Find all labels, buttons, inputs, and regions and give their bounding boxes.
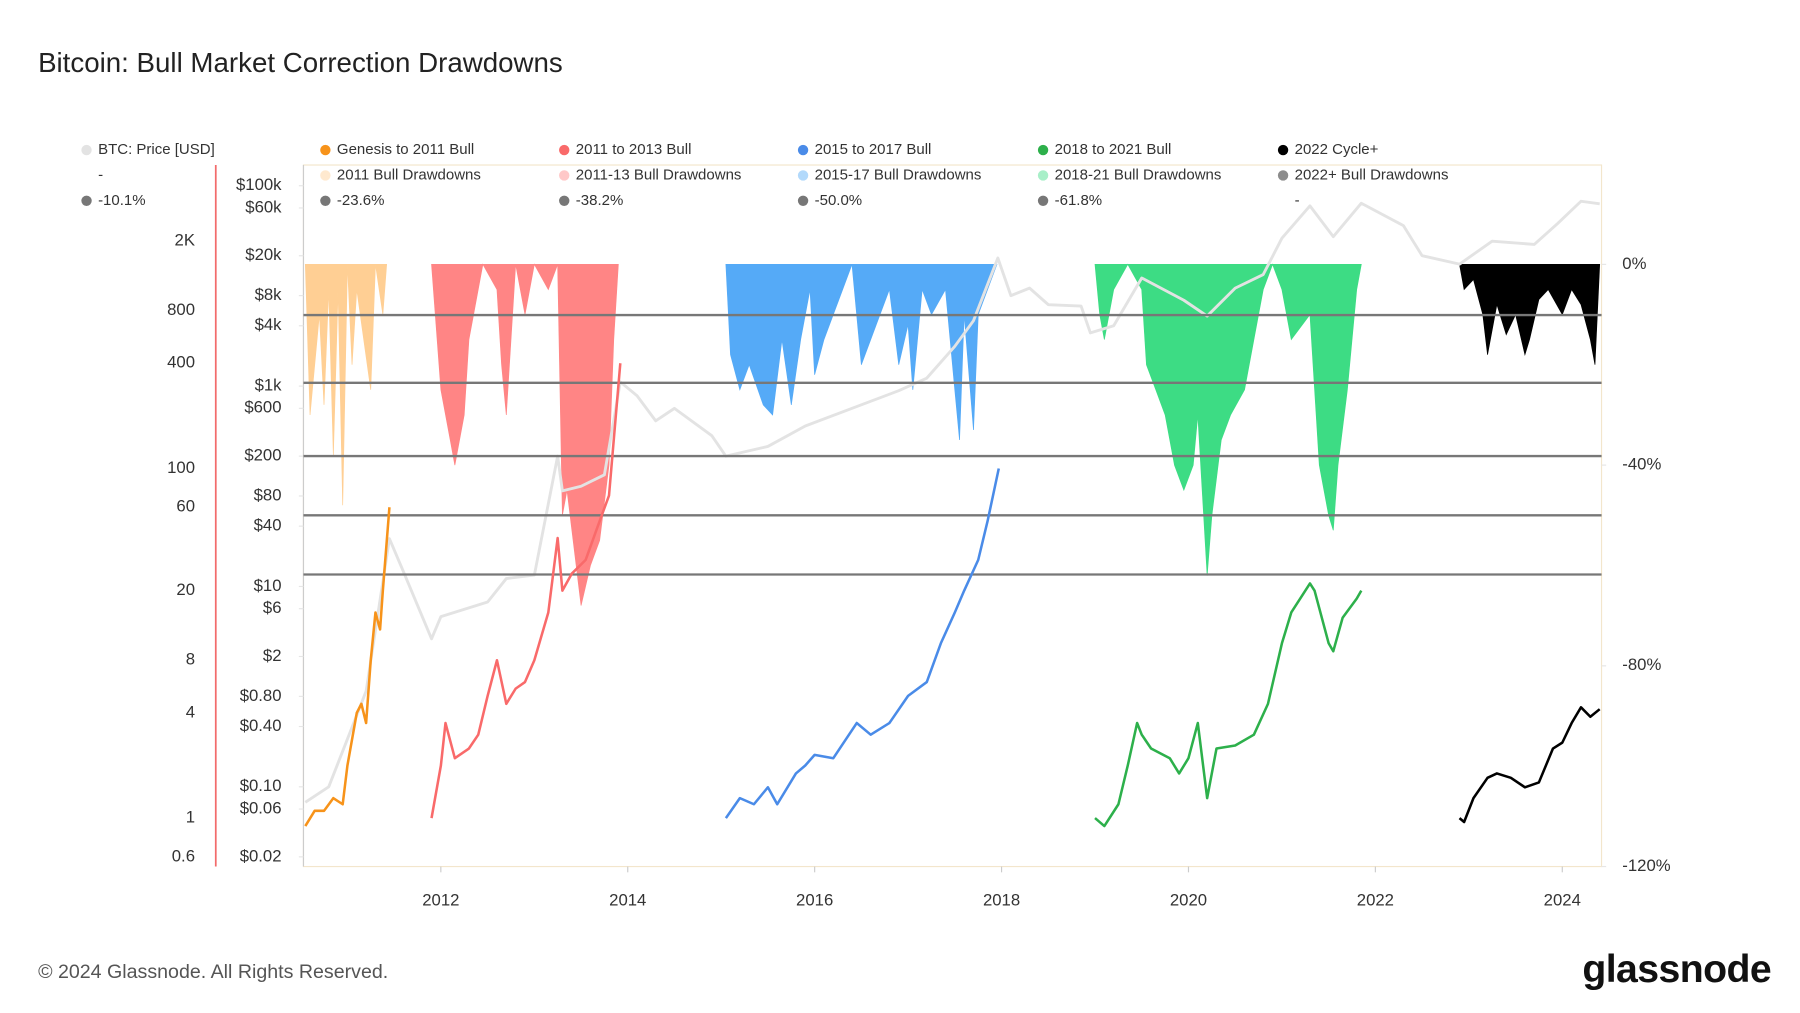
price-line <box>304 199 1600 804</box>
price-tick-label: $2 <box>263 646 282 665</box>
legend-marker <box>1037 195 1049 206</box>
price-tick-label: $4k <box>255 315 283 334</box>
legend-label: - <box>98 166 103 183</box>
legend-marker <box>81 195 92 206</box>
legend-marker <box>1037 170 1049 181</box>
price-tick-label: $8k <box>255 285 283 304</box>
legend-marker <box>1277 170 1289 181</box>
drawdown-tick-label: -40% <box>1622 455 1661 474</box>
price-tick-label: $60k <box>245 197 282 216</box>
x-tick-label: 2022 <box>1357 891 1394 910</box>
drawdown-area <box>725 264 998 441</box>
legend-marker <box>797 195 809 206</box>
legend-label: - <box>1295 192 1300 209</box>
multiplier-tick-label: 20 <box>176 580 195 599</box>
chart-title: Bitcoin: Bull Market Correction Drawdown… <box>38 47 563 78</box>
multiplier-tick-label: 100 <box>167 458 195 477</box>
cycle-line <box>1458 706 1601 824</box>
cycle-line <box>430 363 622 819</box>
price-tick-label: $200 <box>244 446 281 465</box>
price-tick-label: $0.06 <box>240 798 282 817</box>
price-tick-label: $0.10 <box>240 776 282 795</box>
cycle-line <box>304 507 391 827</box>
legend-marker <box>559 195 570 206</box>
multiplier-tick-label: 400 <box>167 353 195 372</box>
legend-marker <box>320 170 331 181</box>
legend-marker <box>1277 144 1289 156</box>
copyright: © 2024 Glassnode. All Rights Reserved. <box>38 961 388 983</box>
legend-marker <box>797 170 809 181</box>
legend-marker <box>320 195 331 206</box>
price-tick-label: $100k <box>236 175 282 194</box>
x-tick-label: 2024 <box>1544 891 1581 910</box>
multiplier-tick-label: 4 <box>186 702 195 721</box>
x-tick-label: 2012 <box>422 891 459 910</box>
legend-label: BTC: Price [USD] <box>98 141 215 158</box>
price-tick-label: $80 <box>254 485 282 504</box>
legend-label: -10.1% <box>98 192 146 209</box>
legend-label: 2011 Bull Drawdowns <box>337 166 481 183</box>
legend-label: 2022+ Bull Drawdowns <box>1295 166 1449 183</box>
multiplier-tick-label: 60 <box>176 497 195 516</box>
legend-label: -61.8% <box>1055 192 1103 209</box>
drawdown-area <box>431 263 619 606</box>
multiplier-tick-label: 1 <box>186 808 195 827</box>
drawdown-tick-label: -120% <box>1622 856 1670 875</box>
legend-label: 2015-17 Bull Drawdowns <box>815 166 982 183</box>
legend-label: -50.0% <box>815 192 863 209</box>
legend-marker <box>1037 144 1049 156</box>
legend-marker <box>81 144 92 156</box>
price-tick-label: $20k <box>245 245 282 264</box>
legend-marker <box>797 144 809 156</box>
cycle-line <box>724 468 1001 819</box>
price-tick-label: $10 <box>254 576 282 595</box>
multiplier-tick-label: 800 <box>167 300 195 319</box>
price-tick-label: $6 <box>263 598 282 617</box>
legend-label: -23.6% <box>337 192 385 209</box>
legend-label: 2022 Cycle+ <box>1295 141 1379 158</box>
legend-marker <box>559 170 570 181</box>
multiplier-tick-label: 0.6 <box>172 846 195 865</box>
price-tick-label: $0.80 <box>240 686 282 705</box>
price-tick-label: $0.40 <box>240 716 282 735</box>
x-tick-label: 2014 <box>609 891 646 910</box>
price-tick-label: $600 <box>244 398 281 417</box>
x-tick-label: 2018 <box>983 891 1020 910</box>
x-tick-label: 2020 <box>1170 891 1207 910</box>
legend-label: 2018 to 2021 Bull <box>1055 141 1172 158</box>
legend-label: 2011 to 2013 Bull <box>576 141 692 158</box>
x-tick-label: 2016 <box>796 891 833 910</box>
drawdown-area <box>304 264 388 506</box>
price-tick-label: $0.02 <box>240 846 282 865</box>
legend-label: 2011-13 Bull Drawdowns <box>576 166 742 183</box>
legend-label: -38.2% <box>576 192 624 209</box>
drawdown-area <box>1094 263 1362 576</box>
legend-label: 2018-21 Bull Drawdowns <box>1055 166 1222 183</box>
drawdown-tick-label: 0% <box>1622 254 1646 273</box>
drawdown-tick-label: -80% <box>1622 655 1661 674</box>
price-tick-label: $40 <box>254 516 282 535</box>
price-tick-label: $1k <box>255 376 283 395</box>
legend-label: 2015 to 2017 Bull <box>815 141 932 158</box>
multiplier-tick-label: 2K <box>175 231 195 250</box>
cycle-line <box>1094 582 1363 828</box>
multiplier-tick-label: 8 <box>186 650 195 669</box>
legend-marker <box>320 144 331 156</box>
legend-marker <box>559 144 570 156</box>
legend-label: Genesis to 2011 Bull <box>337 141 474 158</box>
logo: glassnode <box>1582 947 1771 991</box>
